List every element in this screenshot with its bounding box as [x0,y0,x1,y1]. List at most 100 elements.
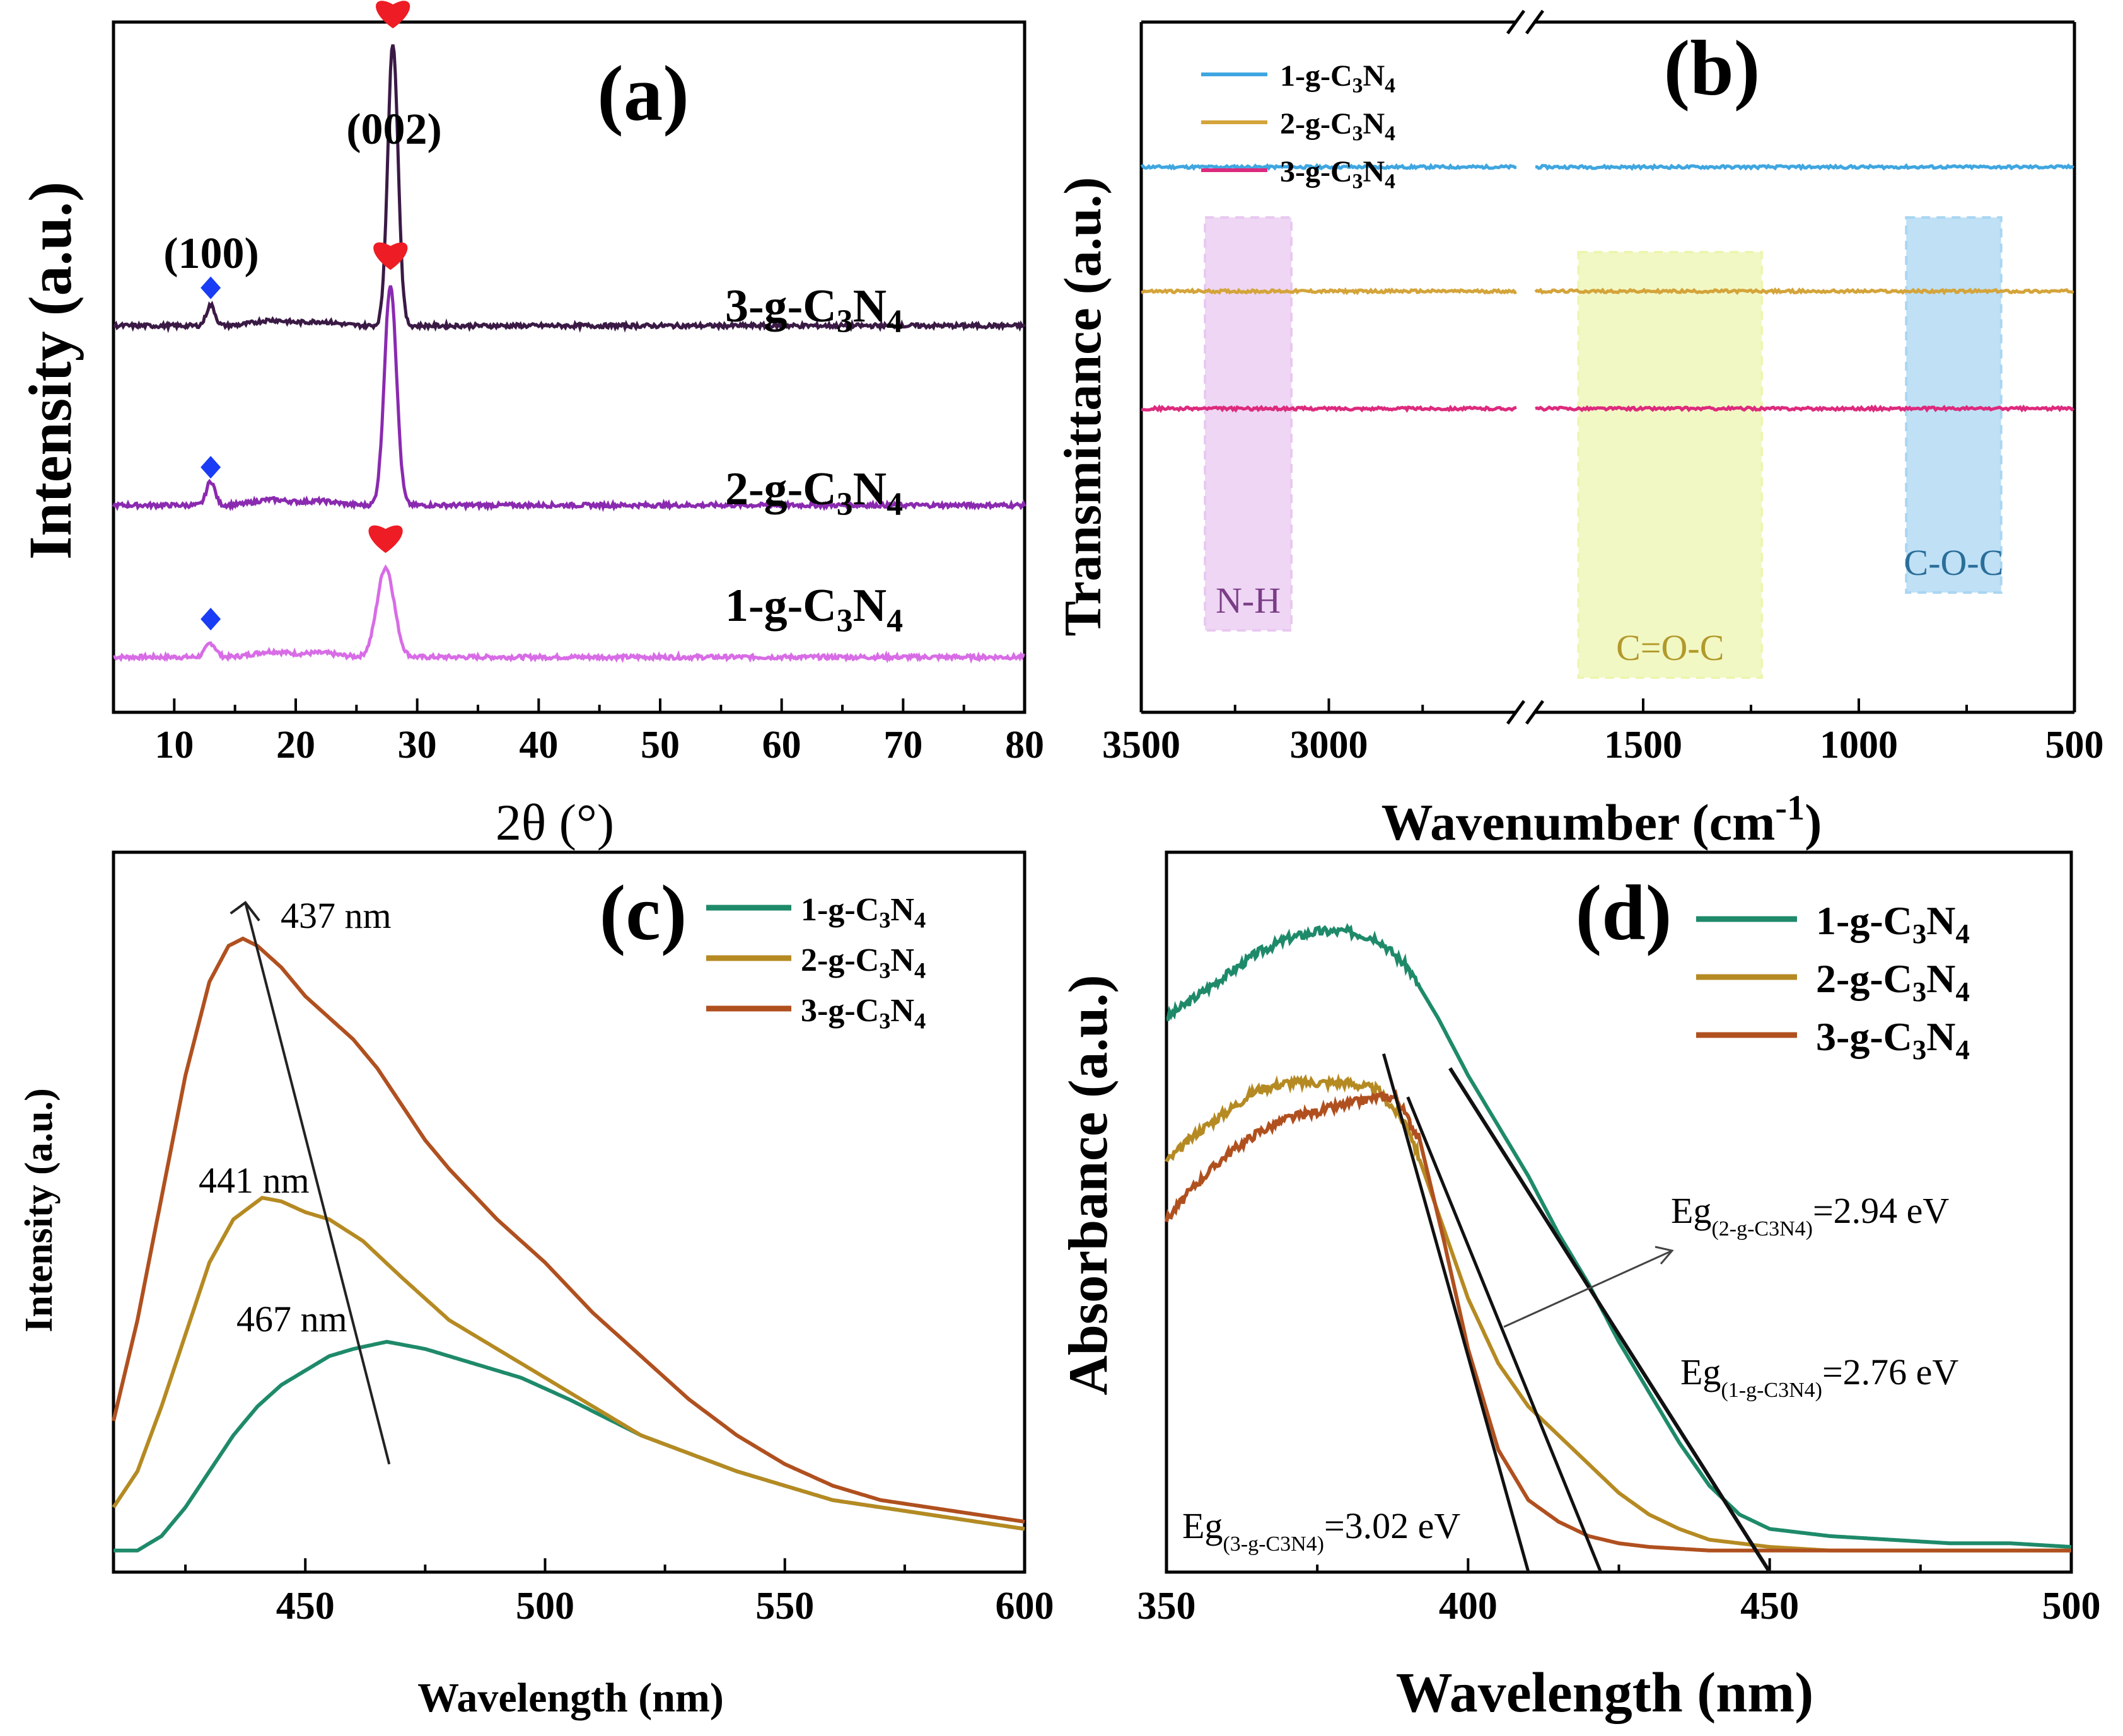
panel-a-series-label-3-b: N [853,281,887,332]
panel-d-bandgap-sub: (1-g-C3N4) [1721,1379,1822,1402]
panel-a-xtick-label: 60 [762,724,801,767]
panel-a-series-label-1-sub2: 4 [887,603,903,639]
panel-c-legend-label-1-a: 1-g-C [801,892,879,928]
panel-d-ylabel: Absorbance (a.u.) [1058,975,1119,1395]
panel-d-bandgap-value: =3.02 eV [1324,1505,1460,1546]
panel-b-xlabel-main: Wavenumber (cm [1381,794,1776,851]
panel-a-peak-label-002: (002) [346,105,442,154]
panel-b-xlabel: Wavenumber (cm-1) [1381,789,1822,851]
panel-c-annotation-467: 467 nm [236,1299,347,1340]
panel-b-series-1-g-C3N4-seg0 [1140,163,1517,171]
panel-b-axis-break [1506,700,1526,725]
panel-b-legend-label-2-sub2: 4 [1385,122,1395,146]
panel-d-bandgap-label-3: Eg(3-g-C3N4)=3.02 eV [1182,1505,1460,1556]
panel-a-series-3-g-C3N4 [113,44,1026,333]
panel-b-band-2 [1577,251,1764,679]
panel-d-bandgap-label-2: Eg(1-g-C3N4)=2.76 eV [1680,1351,1958,1402]
panel-a-xlabel: 2θ (°) [496,794,614,851]
panel-c-legend-label-3-a: 3-g-C [801,993,879,1029]
panel-d-fit-line-1 [1448,1067,1772,1573]
panel-d-series-2-g-C3N4 [1165,1073,2071,1553]
panel-b-band-1 [1204,216,1293,632]
panel-a-series-label-1-sub1: 3 [837,603,853,639]
panel-b-series-1-g-C3N4-seg1 [1535,163,2074,171]
panel-c-xtick-label: 600 [996,1585,1054,1628]
panel-b-legend-label-1: 1-g-C3N4 [1280,59,1395,98]
panel-b-legend-label-2-a: 2-g-C [1280,107,1352,141]
panel-c-legend-label-2-sub1: 3 [879,958,890,983]
panel-a-diamond-marker [201,608,221,631]
panel-c-annotation-437: 437 nm [281,895,392,936]
panel-c-letter: (c) [600,870,687,957]
panel-b-xtick-label: 1000 [1820,724,1898,767]
panel-b-legend-label-3-a: 3-g-C [1280,155,1352,188]
panel-d-bandgap-value: =2.76 eV [1822,1351,1958,1392]
panel-b-series-3-g-C3N4-seg1 [1535,404,2075,413]
panel-d-legend-label-1: 1-g-C3N4 [1816,898,1970,949]
panel-d-legend-label-3-a: 3-g-C [1816,1014,1912,1059]
panel-a-series-label-1-b: N [853,580,887,632]
panel-d-legend-label-2-sub2: 4 [1955,976,1969,1007]
panel-d-legend-label-3-b: N [1926,1014,1955,1059]
panel-c-shift-line [244,902,391,1465]
panel-a-ylabel: Intensity (a.u.) [16,182,84,560]
panel-d-series-3-g-C3N4 [1165,1089,2071,1553]
panel-d-legend-label-3-sub2: 4 [1955,1034,1969,1065]
panel-c-legend-label-1-sub1: 3 [879,907,890,932]
panel-b-legend-label-3: 3-g-C3N4 [1280,155,1395,194]
panel-c-xlabel: Wavelength (nm) [417,1675,724,1721]
panel-c-ylabel: Intensity (a.u.) [18,1088,61,1333]
panel-c-xtick-label: 450 [276,1585,335,1628]
panel-d-bandgap-eg: Eg [1680,1351,1721,1392]
panel-a-series-label-3-a: 3-g-C [725,281,837,332]
panel-d-xlabel: Wavelength (nm) [1396,1662,1813,1724]
panel-d-bandgap-value: =2.94 eV [1813,1190,1949,1231]
panel-c-legend-label-3-sub2: 4 [914,1008,926,1033]
panel-b-xlabel-sup: -1 [1775,789,1805,828]
panel-a: (a) 10 20 30 40 50 60 70 80 (100) (002) 1-g-C3N… [16,1,1044,851]
panel-b-legend-label-2: 2-g-C3N4 [1280,107,1395,146]
panel-a-series-label-3-sub2: 4 [887,303,903,339]
panel-b-band-label: N-H [1216,580,1281,621]
panel-a-series-label-3: 3-g-C3N4 [725,281,903,339]
panel-a-xtick-label: 20 [276,724,315,767]
panel-c-frame [112,850,1027,1574]
panel-c-legend-label-1-b: N [890,892,914,928]
panel-a-xtick-label: 80 [1005,724,1044,767]
panel-c-legend-label-2-b: N [890,942,914,978]
panel-d-xtick-label: 500 [2042,1585,2101,1628]
panel-b-series-2-g-C3N4-seg0 [1141,287,1517,296]
panel-d-bandgap-sub: (3-g-C3N4) [1223,1532,1324,1556]
panel-d-legend-label-2-b: N [1926,956,1955,1001]
panel-d-xtick-label: 400 [1439,1585,1498,1628]
panel-b-legend-label-1-sub1: 3 [1352,74,1363,98]
panel-b-axis-break [1525,700,1545,725]
panel-a-series-1-g-C3N4 [113,564,1025,664]
panel-b-xlabel-close: ) [1805,794,1822,851]
panel-b-legend-label-2-b: N [1363,107,1385,141]
panel-c-xtick-label: 550 [755,1585,814,1628]
panel-c-series-3-g-C3N4 [112,936,1025,1524]
panel-d-legend-label-1-sub1: 3 [1912,918,1926,949]
panel-a-xtick-label: 30 [398,724,437,767]
panel-c-legend-label-3-sub1: 3 [879,1008,890,1033]
panel-b: N-HC=O-CC-O-C 3500 3000 1500 1000 500 1-g-C3… [1054,9,2104,851]
panel-a-diamond-marker [201,276,221,299]
panel-b-xtick-label: 3000 [1290,724,1368,767]
panel-b-series-2-g-C3N4-seg1 [1534,287,2074,296]
panel-c-legend-label-2-a: 2-g-C [801,942,879,978]
panel-c-series-2-g-C3N4 [112,1196,1025,1531]
panel-b-xtick-label: 3500 [1102,724,1180,767]
panel-d-bandgap-arrow [1503,1250,1672,1328]
panel-a-heart-marker [373,242,408,270]
panel-a-letter: (a) [597,50,689,137]
panel-b-legend-label-1-sub2: 4 [1385,74,1395,98]
panel-d-legend-label-3-sub1: 3 [1912,1034,1926,1065]
panel-b-legend-label-3-sub1: 3 [1352,170,1363,194]
panel-b-legend-label-1-b: N [1363,59,1385,93]
panel-d-legend-label-2-a: 2-g-C [1816,956,1912,1001]
panel-d-legend-label-1-b: N [1926,898,1955,943]
panel-c-legend-label-1-sub2: 4 [914,907,926,932]
panel-b-series-3-g-C3N4-seg0 [1141,404,1517,414]
